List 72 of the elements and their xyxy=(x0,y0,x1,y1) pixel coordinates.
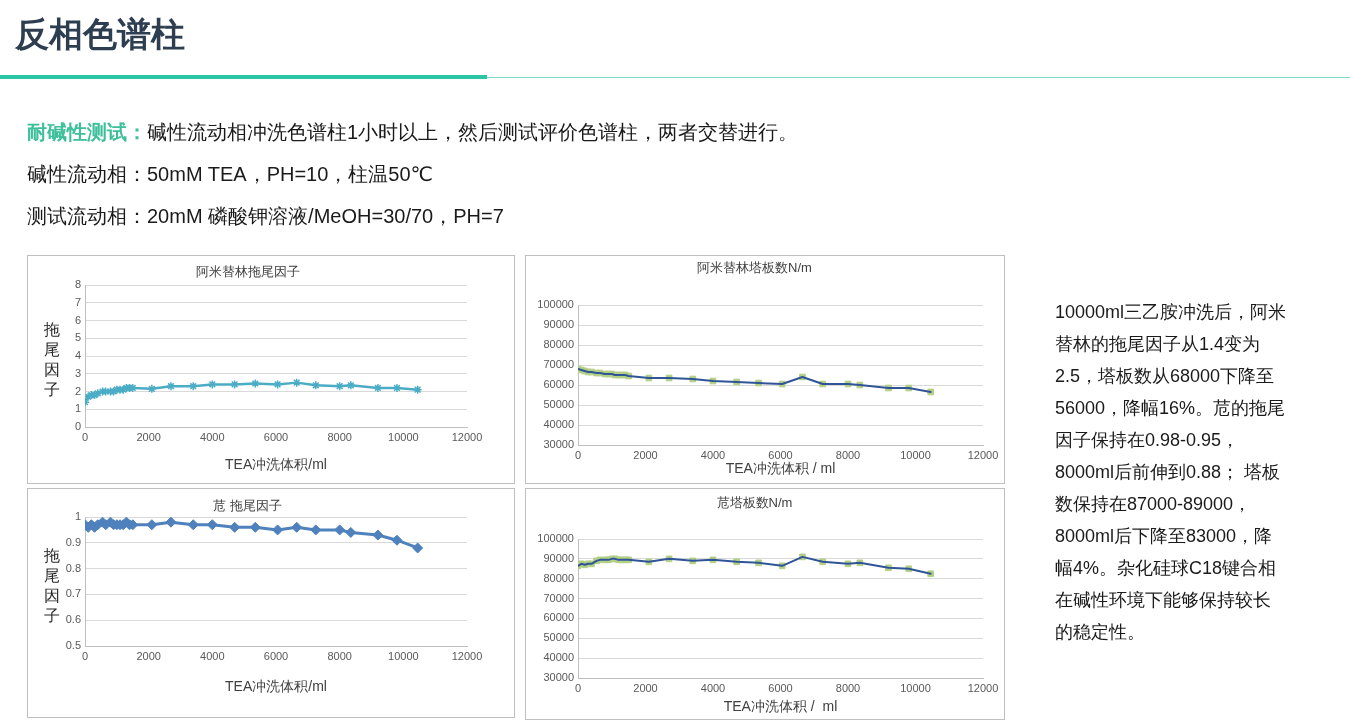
x-tick-label: 4000 xyxy=(200,430,225,443)
text: 耐碱性测试： xyxy=(27,121,147,143)
y-tick-label: 0.8 xyxy=(65,561,81,574)
y-tick-label: 70000 xyxy=(543,591,574,604)
y-tick-label: 30000 xyxy=(543,671,574,684)
x-tick-label: 2000 xyxy=(136,430,161,443)
y-tick-label: 90000 xyxy=(543,551,574,564)
y-tick-label: 3 xyxy=(74,366,81,379)
y-tick-label: 4 xyxy=(74,349,81,362)
x-axis-title: TEA冲洗体积/ml xyxy=(225,678,327,695)
y-tick-label: 6 xyxy=(74,313,81,326)
y-tick-label: 0.5 xyxy=(65,639,81,652)
y-tick-label: 8 xyxy=(74,278,81,291)
x-axis-title: TEA冲洗体积 / ml xyxy=(725,460,836,477)
x-tick-label: 2000 xyxy=(633,448,658,461)
x-tick-label: 12000 xyxy=(451,430,483,443)
x-tick-label: 8000 xyxy=(835,448,861,461)
x-tick-label: 12000 xyxy=(967,448,999,461)
x-tick-label: 2000 xyxy=(136,649,161,662)
y-tick-label: 50000 xyxy=(543,398,574,411)
text: 反相色谱柱 xyxy=(15,14,185,55)
y-tick-label: 100000 xyxy=(537,298,574,311)
chart-title: 苊塔板数N/m xyxy=(716,494,793,510)
x-tick-label: 10000 xyxy=(388,649,419,662)
x-tick-label: 8000 xyxy=(327,649,352,662)
y-tick-label: 90000 xyxy=(543,318,574,331)
x-tick-label: 10000 xyxy=(900,448,931,461)
x-tick-label: 12000 xyxy=(967,681,999,694)
y-tick-label: 7 xyxy=(74,295,81,308)
y-tick-label: 0.7 xyxy=(65,587,81,600)
text: 10000ml三乙胺冲洗后，阿米替林的拖尾因子从1.4变为2.5，塔板数从68000下降至56000，降幅16%。苊的拖尾因子保持在0.98-0.95，8000ml后前伸到0.88； 塔板数保持在87000-89000，8000ml后下降至83000，降幅4%。杂化硅球C18键合相在碱性环境下能够保持较长的稳定性。 xyxy=(1055,302,1287,642)
y-tick-label: 1 xyxy=(74,510,81,523)
y-tick-label: 100000 xyxy=(537,532,574,545)
x-tick-label: 8000 xyxy=(327,430,352,443)
chart-title: 苊 拖尾因子 xyxy=(213,497,282,513)
chart-title: 阿米替林拖尾因子 xyxy=(195,263,300,279)
x-tick-label: 4000 xyxy=(200,649,225,662)
y-axis-title: 拖尾因子 xyxy=(43,545,61,626)
x-tick-label: 6000 xyxy=(263,430,289,443)
y-tick-label: 80000 xyxy=(543,571,574,584)
x-tick-label: 4000 xyxy=(700,448,726,461)
text: 碱性流动相：50mM TEA，PH=10，柱温50℃ xyxy=(27,162,435,187)
y-tick-label: 1 xyxy=(74,402,81,415)
x-axis-title: TEA冲洗体积 / ml xyxy=(723,698,838,715)
y-tick-label: 0 xyxy=(74,420,81,433)
y-tick-label: 0.9 xyxy=(65,535,81,548)
y-tick-label: 70000 xyxy=(543,358,574,371)
y-axis-title: 拖尾因子 xyxy=(43,320,61,400)
x-tick-label: 10000 xyxy=(388,430,419,443)
x-tick-label: 6000 xyxy=(263,649,289,662)
x-tick-label: 10000 xyxy=(900,681,931,694)
x-tick-label: 6000 xyxy=(768,448,793,461)
y-tick-label: 40000 xyxy=(543,418,574,431)
x-tick-label: 4000 xyxy=(700,681,726,694)
y-tick-label: 40000 xyxy=(543,651,574,664)
x-tick-label: 12000 xyxy=(451,649,483,662)
y-tick-label: 60000 xyxy=(543,611,574,624)
y-tick-label: 60000 xyxy=(543,378,574,391)
text: 测试流动相：20mM 磷酸钾溶液/MeOH=30/70，PH=7 xyxy=(27,204,505,229)
x-axis-title: TEA冲洗体积/ml xyxy=(225,456,327,473)
y-tick-label: 30000 xyxy=(543,438,574,451)
chart-title: 阿米替林塔板数N/m xyxy=(697,259,812,275)
x-tick-label: 0 xyxy=(574,681,582,694)
y-tick-label: 5 xyxy=(74,331,81,344)
x-tick-label: 2000 xyxy=(633,681,658,694)
x-tick-label: 0 xyxy=(574,448,582,461)
y-tick-label: 2 xyxy=(74,384,81,397)
y-tick-label: 0.6 xyxy=(65,613,81,626)
y-tick-label: 50000 xyxy=(543,631,574,644)
x-tick-label: 6000 xyxy=(768,681,793,694)
y-tick-label: 80000 xyxy=(543,338,574,351)
x-tick-label: 8000 xyxy=(835,681,861,694)
